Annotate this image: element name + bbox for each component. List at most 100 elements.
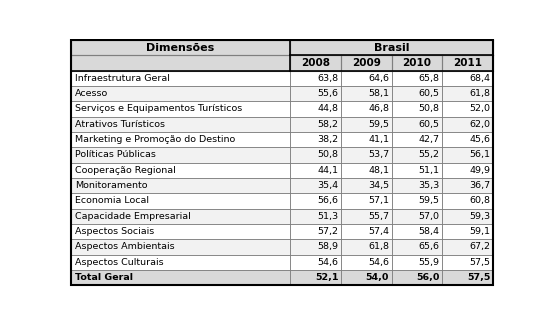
- Bar: [290, 132, 341, 147]
- Bar: [71, 55, 290, 71]
- Text: 58,1: 58,1: [368, 89, 389, 98]
- Bar: [392, 270, 442, 285]
- Text: 57,1: 57,1: [368, 196, 389, 205]
- Bar: [442, 147, 493, 163]
- Text: 64,6: 64,6: [368, 74, 389, 83]
- Bar: [392, 178, 442, 193]
- Bar: [341, 193, 392, 209]
- Bar: [71, 224, 290, 239]
- Text: Serviços e Equipamentos Turísticos: Serviços e Equipamentos Turísticos: [75, 104, 243, 113]
- Bar: [71, 163, 290, 178]
- Bar: [341, 224, 392, 239]
- Text: Atrativos Turísticos: Atrativos Turísticos: [75, 120, 165, 129]
- Text: 57,5: 57,5: [467, 273, 490, 282]
- Text: 35,3: 35,3: [419, 181, 439, 190]
- Bar: [290, 209, 341, 224]
- Bar: [392, 55, 442, 71]
- Bar: [341, 71, 392, 86]
- Text: 34,5: 34,5: [368, 181, 389, 190]
- Text: Dimensões: Dimensões: [146, 43, 214, 52]
- Text: 54,0: 54,0: [366, 273, 389, 282]
- Text: Aspectos Ambientais: Aspectos Ambientais: [75, 242, 175, 251]
- Bar: [290, 55, 341, 71]
- Text: 58,4: 58,4: [419, 227, 439, 236]
- Text: 60,5: 60,5: [419, 120, 439, 129]
- Bar: [341, 55, 392, 71]
- Bar: [71, 255, 290, 270]
- Bar: [341, 147, 392, 163]
- Bar: [71, 117, 290, 132]
- Bar: [71, 193, 290, 209]
- Bar: [71, 101, 290, 117]
- Bar: [442, 71, 493, 86]
- Text: 52,1: 52,1: [315, 273, 338, 282]
- Text: 65,8: 65,8: [419, 74, 439, 83]
- Bar: [290, 101, 341, 117]
- Text: 55,2: 55,2: [419, 150, 439, 159]
- Text: 60,8: 60,8: [469, 196, 490, 205]
- Bar: [71, 132, 290, 147]
- Bar: [290, 224, 341, 239]
- Bar: [290, 270, 341, 285]
- Text: Brasil: Brasil: [374, 43, 409, 52]
- Bar: [290, 86, 341, 101]
- Text: 56,1: 56,1: [469, 150, 490, 159]
- Text: 49,9: 49,9: [469, 166, 490, 175]
- Text: 50,8: 50,8: [419, 104, 439, 113]
- Text: 38,2: 38,2: [317, 135, 338, 144]
- Text: Marketing e Promoção do Destino: Marketing e Promoção do Destino: [75, 135, 235, 144]
- Text: 2009: 2009: [352, 58, 381, 68]
- Text: 59,5: 59,5: [419, 196, 439, 205]
- Bar: [341, 86, 392, 101]
- Bar: [341, 270, 392, 285]
- Bar: [392, 209, 442, 224]
- Bar: [442, 193, 493, 209]
- Bar: [341, 132, 392, 147]
- Bar: [341, 163, 392, 178]
- Bar: [71, 147, 290, 163]
- Bar: [71, 239, 290, 255]
- Bar: [290, 163, 341, 178]
- Text: 61,8: 61,8: [368, 242, 389, 251]
- Bar: [392, 132, 442, 147]
- Text: 56,0: 56,0: [416, 273, 439, 282]
- Bar: [71, 178, 290, 193]
- Bar: [392, 193, 442, 209]
- Bar: [442, 117, 493, 132]
- Bar: [442, 178, 493, 193]
- Bar: [71, 209, 290, 224]
- Bar: [71, 86, 290, 101]
- Text: Políticas Públicas: Políticas Públicas: [75, 150, 156, 159]
- Bar: [341, 239, 392, 255]
- Text: Total Geral: Total Geral: [75, 273, 133, 282]
- Text: 55,9: 55,9: [419, 258, 439, 267]
- Bar: [341, 117, 392, 132]
- Text: Cooperação Regional: Cooperação Regional: [75, 166, 176, 175]
- Bar: [442, 132, 493, 147]
- Bar: [442, 101, 493, 117]
- Bar: [392, 71, 442, 86]
- Text: 55,7: 55,7: [368, 212, 389, 221]
- Text: 44,1: 44,1: [317, 166, 338, 175]
- Text: 51,1: 51,1: [419, 166, 439, 175]
- Bar: [290, 239, 341, 255]
- Bar: [392, 239, 442, 255]
- Text: 54,6: 54,6: [317, 258, 338, 267]
- Text: 41,1: 41,1: [368, 135, 389, 144]
- Text: Infraestrutura Geral: Infraestrutura Geral: [75, 74, 170, 83]
- Bar: [442, 224, 493, 239]
- Text: 55,6: 55,6: [317, 89, 338, 98]
- Text: 65,6: 65,6: [419, 242, 439, 251]
- Text: 46,8: 46,8: [368, 104, 389, 113]
- Text: 59,5: 59,5: [368, 120, 389, 129]
- Bar: [392, 117, 442, 132]
- Bar: [392, 147, 442, 163]
- Text: 48,1: 48,1: [368, 166, 389, 175]
- Bar: [71, 71, 290, 86]
- Text: Capacidade Empresarial: Capacidade Empresarial: [75, 212, 191, 221]
- Text: Aspectos Sociais: Aspectos Sociais: [75, 227, 155, 236]
- Bar: [442, 86, 493, 101]
- Text: 61,8: 61,8: [469, 89, 490, 98]
- Bar: [341, 209, 392, 224]
- Bar: [442, 163, 493, 178]
